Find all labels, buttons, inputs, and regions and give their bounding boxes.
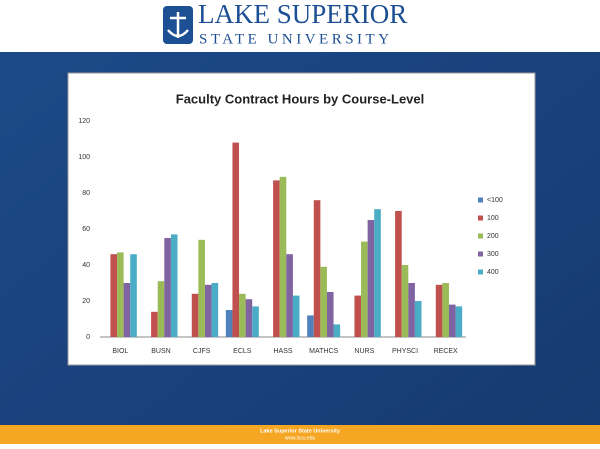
bar [435, 284, 443, 337]
header-band [0, 0, 600, 52]
footer-line2: www.lssu.edu [285, 435, 316, 441]
y-tick-label: 40 [82, 262, 90, 269]
bar [401, 265, 409, 337]
bar [117, 252, 124, 337]
y-tick-label: 20 [82, 298, 90, 305]
bar [455, 306, 463, 337]
bar [361, 241, 368, 337]
bar [123, 283, 131, 337]
legend-swatch [478, 269, 483, 275]
legend-label: 300 [487, 251, 499, 258]
bar [273, 180, 280, 337]
logo-bottom: STATE UNIVERSITY [199, 31, 393, 47]
bar [367, 220, 375, 337]
bar [225, 310, 233, 337]
legend-swatch [478, 251, 483, 257]
bar [151, 311, 158, 337]
bar [442, 283, 449, 337]
bar [110, 254, 118, 337]
y-tick-label: 120 [78, 118, 90, 125]
chart-title: Faculty Contract Hours by Course-Level [176, 91, 425, 106]
x-tick-label: ECLS [233, 348, 252, 355]
bar [198, 239, 205, 337]
x-tick-label: HASS [273, 348, 292, 355]
legend-label: 200 [487, 233, 499, 240]
bar [211, 283, 219, 337]
legend-swatch [478, 197, 483, 203]
bar [408, 283, 415, 337]
x-tick-label: NURS [354, 348, 374, 355]
legend-swatch [478, 233, 483, 239]
bar [395, 211, 402, 337]
bar [307, 315, 314, 337]
legend-label: 100 [487, 215, 499, 222]
legend-label: 400 [487, 269, 499, 276]
bar [354, 295, 362, 337]
logo-top: LAKE SUPERIOR [198, 0, 407, 29]
x-tick-label: BIOL [112, 348, 128, 355]
bar [374, 209, 381, 337]
anchor [167, 12, 189, 38]
legend-swatch [478, 215, 483, 221]
bar [164, 238, 171, 337]
bar [286, 254, 293, 337]
bar [239, 293, 246, 337]
y-tick-label: 0 [86, 334, 90, 341]
x-tick-label: PHYSCI [392, 348, 418, 355]
x-tick-label: CJFS [193, 348, 211, 355]
bar [320, 266, 327, 337]
bar [313, 200, 321, 337]
bar [279, 176, 287, 337]
bar [448, 304, 456, 337]
bar [245, 299, 253, 337]
bar [292, 295, 300, 337]
bar [232, 142, 240, 337]
bar [130, 254, 137, 337]
bar [252, 306, 259, 337]
legend-label: <100 [487, 197, 503, 204]
chart-box [67, 72, 536, 366]
x-tick-label: MATHCS [309, 348, 338, 355]
footer-band [0, 425, 600, 444]
y-tick-label: 100 [78, 154, 90, 161]
bar [326, 292, 334, 337]
footer-line1: Lake Superior State University [260, 428, 341, 434]
x-tick-label: BUSN [151, 348, 170, 355]
y-tick-label: 80 [82, 190, 90, 197]
bar [191, 293, 199, 337]
x-tick-label: RECEX [434, 348, 458, 355]
bar [333, 324, 341, 337]
bar [414, 301, 422, 337]
y-tick-label: 60 [82, 226, 90, 233]
bar [204, 284, 212, 337]
bar [157, 281, 165, 337]
bar [170, 234, 178, 337]
